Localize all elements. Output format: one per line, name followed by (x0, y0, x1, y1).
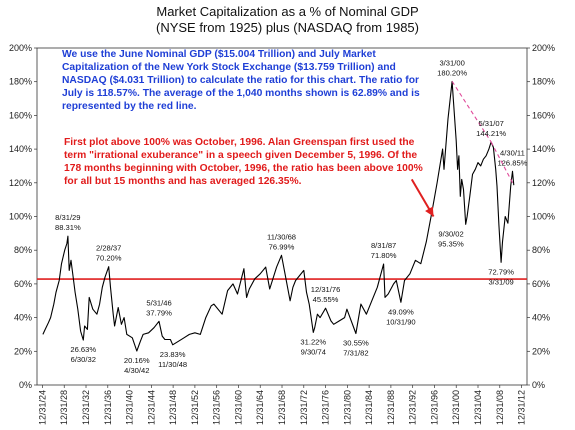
y-tick-label-left: 0% (19, 380, 32, 390)
annotation-date: 11/30/48 (158, 360, 187, 369)
y-axis-right: 0% 20% 40% 60% 80% 100% 120% 140% 160% 180% 200% (527, 43, 555, 390)
x-tick-label: 12/31/88 (386, 390, 396, 425)
x-tick-label: 12/31/64 (255, 390, 265, 425)
x-tick-label: 12/31/76 (321, 390, 331, 425)
annotation-value: 144.21% (476, 129, 506, 138)
x-axis: 12/31/24 12/31/28 12/31/32 12/31/36 12/31/40… (37, 385, 527, 425)
y-tick-label-left: 40% (14, 313, 32, 323)
x-tick-label: 12/31/08 (495, 390, 505, 425)
trend-dash-line (451, 81, 492, 143)
annotation-date: 11/30/68 (267, 232, 296, 241)
x-tick-label: 12/31/60 (233, 390, 243, 425)
annotation-date: 8/31/29 (55, 213, 80, 222)
annotation-value: 126.85% (497, 158, 527, 167)
y-tick-label-right: 60% (532, 279, 550, 289)
y-tick-label-right: 200% (532, 43, 555, 53)
annotation-date: 9/30/74 (301, 347, 326, 356)
y-tick-label-left: 200% (9, 43, 32, 53)
annotation-date: 2/28/37 (96, 244, 121, 253)
annotation-value: 88.31% (55, 223, 81, 232)
y-tick-label-right: 100% (532, 212, 555, 222)
series-layer (42, 80, 515, 352)
chart-title: Market Capitalization as a % of Nominal … (156, 4, 419, 19)
annotation-date: 9/30/02 (438, 229, 463, 238)
series-line (42, 80, 515, 352)
x-tick-label: 12/31/52 (190, 390, 200, 425)
x-tick-label: 12/31/92 (408, 390, 418, 425)
x-tick-label: 12/31/84 (364, 390, 374, 425)
y-tick-label-left: 160% (9, 110, 32, 120)
x-tick-label: 12/31/04 (473, 390, 483, 425)
y-tick-label-right: 180% (532, 77, 555, 87)
arrow-head (425, 206, 434, 217)
chart-subtitle: (NYSE from 1925) plus (NASDAQ from 1985) (156, 20, 419, 35)
y-tick-label-left: 80% (14, 245, 32, 255)
annotation-date: 10/31/90 (386, 317, 416, 326)
x-tick-label: 12/31/56 (212, 390, 222, 425)
plot-area (36, 47, 528, 386)
x-tick-label: 12/31/48 (168, 390, 178, 425)
annotation-date: 5/31/46 (146, 298, 171, 307)
x-tick-label: 12/31/00 (451, 390, 461, 425)
y-tick-label-right: 80% (532, 245, 550, 255)
x-tick-label: 12/31/44 (146, 390, 156, 425)
y-tick-label-left: 180% (9, 77, 32, 87)
annotation-value: 49.09% (388, 307, 414, 316)
annotation-value: 31.22% (300, 337, 326, 346)
y-tick-label-left: 120% (9, 178, 32, 188)
annotation-value: 71.80% (371, 251, 397, 260)
y-tick-label-left: 140% (9, 144, 32, 154)
x-tick-label: 12/31/40 (125, 390, 135, 425)
y-tick-label-right: 20% (532, 346, 550, 356)
x-tick-label: 12/31/36 (103, 390, 113, 425)
y-tick-label-left: 60% (14, 279, 32, 289)
note-methodology: We use the June Nominal GDP ($15.004 Tri… (62, 49, 420, 112)
x-tick-label: 12/31/68 (277, 390, 287, 425)
trend-dash-layer (451, 81, 515, 186)
annotation-value: 72.79% (488, 267, 514, 276)
annotation-value: 26.63% (70, 345, 96, 354)
x-tick-label: 12/31/28 (59, 390, 69, 425)
y-tick-label-left: 20% (14, 346, 32, 356)
y-tick-label-right: 160% (532, 110, 555, 120)
annotation-value: 23.83% (160, 350, 186, 359)
annotation-date: 3/31/00 (439, 58, 464, 67)
annotation-date: 7/31/82 (343, 349, 368, 358)
y-tick-label-right: 120% (532, 178, 555, 188)
x-tick-label: 12/31/12 (517, 390, 527, 425)
y-tick-label-right: 0% (532, 380, 545, 390)
y-axis-left: 0% 20% 40% 60% 80% 100% 120% 140% 160% 180% 200% (9, 43, 37, 390)
x-tick-label: 12/31/80 (342, 390, 352, 425)
annotation-value: 30.55% (343, 339, 369, 348)
annotation-date: 4/30/42 (124, 366, 149, 375)
annotation-date: 5/31/07 (478, 119, 503, 128)
x-tick-label: 12/31/24 (37, 390, 47, 425)
trend-dash-line (490, 141, 515, 186)
annotation-date: 12/31/76 (311, 285, 341, 294)
y-tick-label-right: 140% (532, 144, 555, 154)
y-tick-label-left: 100% (9, 212, 32, 222)
annotation-date: 4/30/11 (500, 148, 525, 157)
x-tick-label: 12/31/32 (81, 390, 91, 425)
arrow-layer (410, 178, 435, 218)
annotation-value: 37.79% (146, 308, 172, 317)
x-tick-label: 12/31/72 (299, 390, 309, 425)
x-tick-label: 12/31/96 (429, 390, 439, 425)
annotation-value: 95.35% (438, 239, 464, 248)
annotation-value: 20.16% (124, 356, 150, 365)
annotation-value: 45.55% (313, 295, 339, 304)
annotation-value: 70.20% (96, 254, 122, 263)
annotation-date: 8/31/87 (371, 241, 396, 250)
note-greenspan: First plot above 100% was October, 1996.… (64, 137, 423, 187)
annotation-date: 6/30/32 (71, 355, 96, 364)
annotation-date: 3/31/09 (488, 277, 513, 286)
y-tick-label-right: 40% (532, 313, 550, 323)
annotation-value: 76.99% (269, 242, 295, 251)
annotation-value: 180.20% (437, 68, 467, 77)
